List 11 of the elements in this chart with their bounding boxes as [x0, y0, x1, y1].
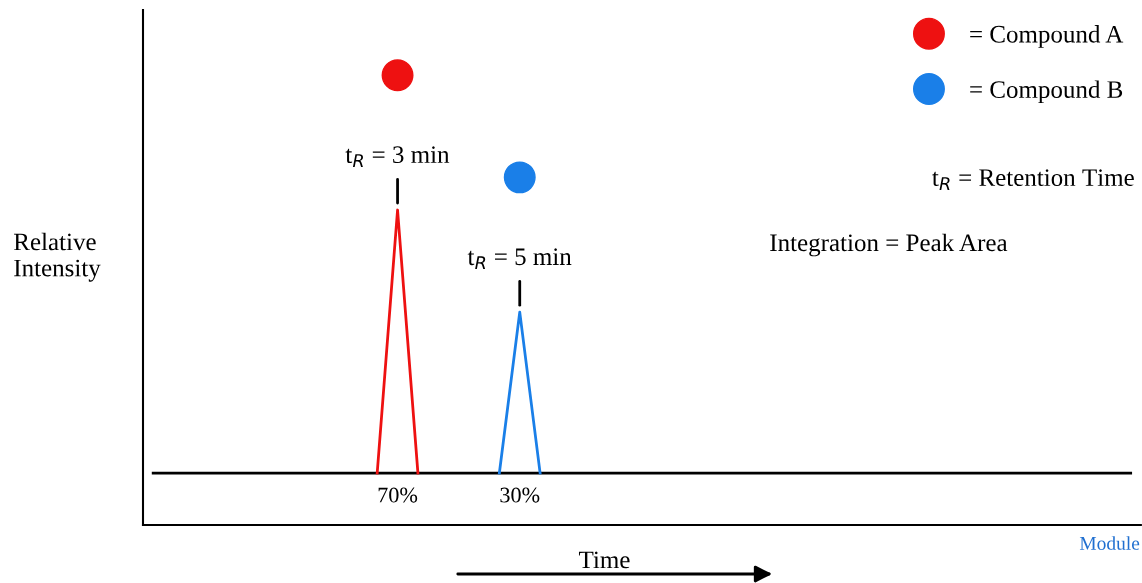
y-axis-title: Relative Intensity [14, 232, 101, 282]
text: t$_{R}$ = 3 min [345, 146, 450, 167]
legend-label: = Compound A [970, 25, 1124, 48]
text: t$_{R}$ = Retention Time [932, 169, 1134, 190]
annotation: 70% [378, 487, 418, 503]
text: Module [1079, 536, 1140, 550]
annotation: 30% [500, 487, 540, 503]
annotation: Integration = Peak Area [770, 233, 1008, 257]
annotation: t$_{R}$ = 5 min [467, 248, 572, 269]
legend-label: = Compound B [970, 80, 1123, 104]
x-axis-title: Time [578, 551, 630, 569]
